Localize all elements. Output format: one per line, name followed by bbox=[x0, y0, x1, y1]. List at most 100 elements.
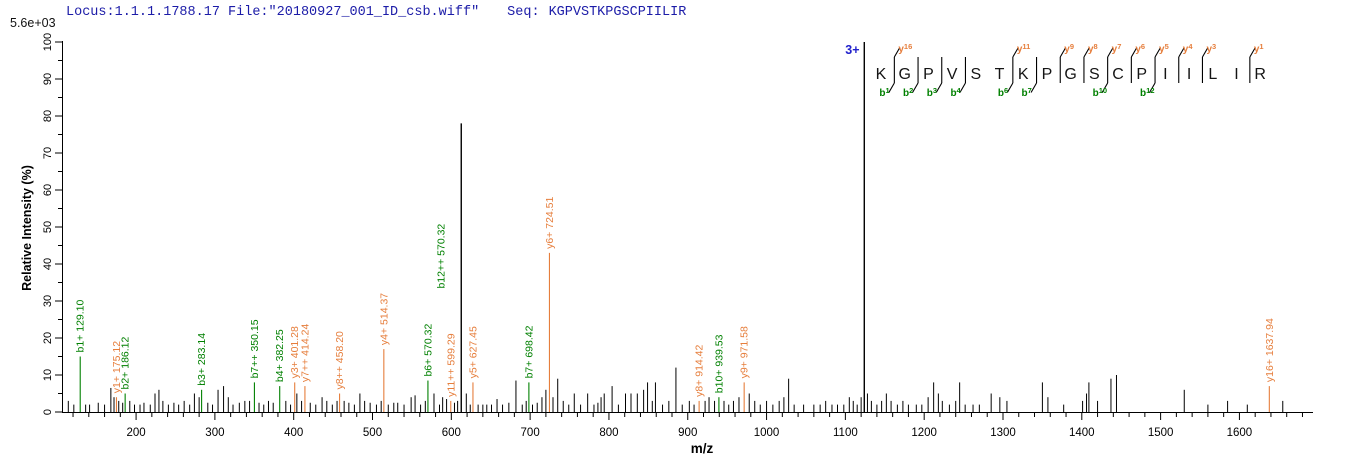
peptide-residue: I bbox=[1234, 66, 1238, 83]
b-ion-label: b2 bbox=[903, 86, 913, 99]
peptide-residue: P bbox=[923, 66, 934, 83]
peak-label: y7++ 414.24 bbox=[299, 324, 311, 383]
peptide-residue: C bbox=[1112, 66, 1124, 83]
b-cut-diagonal bbox=[1030, 82, 1038, 93]
peak-label: b4+ 382.25 bbox=[274, 329, 286, 382]
x-tick-label: 300 bbox=[205, 427, 224, 439]
peptide-residue: G bbox=[1064, 66, 1076, 83]
y-cut-diagonal bbox=[1083, 47, 1090, 58]
peptide-residue: I bbox=[1163, 66, 1167, 83]
y-cut-diagonal bbox=[893, 47, 901, 58]
header-line: Locus:1.1.1.1788.17 File:"20180927_001_I… bbox=[66, 5, 686, 20]
y-cut-diagonal bbox=[1178, 47, 1185, 58]
b-cut-diagonal bbox=[888, 82, 895, 93]
peak-label: y4+ 514.37 bbox=[378, 293, 390, 345]
peptide-residue: R bbox=[1254, 66, 1266, 83]
peak-label: y11++ 599.29 bbox=[445, 333, 457, 397]
y-ion-label: y1 bbox=[1254, 42, 1264, 55]
x-tick-label: 1300 bbox=[990, 427, 1016, 439]
b-cut-diagonal bbox=[1149, 82, 1156, 93]
x-tick-label: 1200 bbox=[911, 427, 937, 439]
y-tick-label: 70 bbox=[42, 147, 54, 159]
y-ion-label: y3 bbox=[1206, 42, 1216, 55]
x-tick-label: 900 bbox=[678, 427, 697, 439]
peak-label: y1+ 175.12 bbox=[111, 341, 123, 393]
peak-label: y16+ 1637.94 bbox=[1264, 318, 1276, 382]
peptide-residue: I bbox=[1187, 66, 1191, 83]
x-tick-label: 1500 bbox=[1148, 427, 1174, 439]
y-ion-label: y9 bbox=[1064, 42, 1074, 55]
peak-label: y5+ 627.45 bbox=[467, 326, 479, 378]
peptide-residue: G bbox=[898, 66, 910, 83]
y-cut-diagonal bbox=[1107, 47, 1114, 58]
max-intensity-label: 5.6e+03 bbox=[10, 16, 56, 30]
b-ion-label: b4 bbox=[950, 86, 961, 99]
peptide-residue: P bbox=[1136, 66, 1147, 83]
y-cut-diagonal bbox=[1201, 47, 1209, 58]
y-ion-label: y8 bbox=[1088, 42, 1098, 55]
y-ion-label: y16 bbox=[898, 42, 912, 55]
y-tick-label: 10 bbox=[42, 369, 54, 381]
peak-label: b7++ 350.15 bbox=[249, 319, 261, 378]
b-ion-label: b12 bbox=[1140, 86, 1154, 99]
peak-label: b6+ 570.32 bbox=[422, 324, 434, 377]
y-tick-label: 80 bbox=[42, 110, 54, 122]
y-tick-label: 40 bbox=[42, 258, 54, 270]
y-ion-label: y6 bbox=[1135, 42, 1145, 55]
y-tick-label: 100 bbox=[42, 33, 54, 51]
peak-label: b7+ 698.42 bbox=[523, 325, 535, 378]
peak-label: b1+ 129.10 bbox=[75, 299, 87, 352]
b-cut-diagonal bbox=[959, 82, 966, 93]
peptide-residue: K bbox=[1018, 66, 1029, 83]
y-tick-label: 60 bbox=[42, 184, 54, 196]
y-ion-label: y11 bbox=[1017, 42, 1031, 55]
y-tick-label: 30 bbox=[42, 295, 54, 307]
b-ion-label: b1 bbox=[879, 86, 889, 99]
peak-label: y9+ 971.58 bbox=[739, 326, 751, 378]
peak-label: b3+ 283.14 bbox=[196, 333, 208, 386]
peptide-residue: K bbox=[876, 66, 887, 83]
y-tick-label: 0 bbox=[42, 409, 54, 415]
peak-label: y8+ 914.42 bbox=[694, 344, 706, 396]
seq-value: KGPVSTKPGSCPIILIR bbox=[548, 5, 687, 20]
peak-label: y3+ 401.28 bbox=[289, 326, 301, 378]
peak-label: y8++ 458.20 bbox=[334, 331, 346, 390]
x-tick-label: 1400 bbox=[1069, 427, 1095, 439]
peak-label: b2+ 186.12 bbox=[120, 336, 132, 389]
peptide-residue: S bbox=[1089, 66, 1100, 83]
seq-label: Seq: bbox=[507, 5, 540, 20]
b-ion-label: b6 bbox=[998, 86, 1008, 99]
x-tick-label: 200 bbox=[126, 427, 145, 439]
peptide-residue: T bbox=[995, 66, 1005, 83]
y-tick-label: 90 bbox=[42, 73, 54, 85]
x-tick-label: 1100 bbox=[833, 427, 858, 439]
peak-label: b10+ 939.53 bbox=[713, 334, 725, 393]
locus-file-text: Locus:1.1.1.1788.17 File:"20180927_001_I… bbox=[66, 5, 480, 20]
peak-label: b12++ 570.32 bbox=[435, 224, 447, 289]
x-axis-title: m/z bbox=[690, 441, 714, 456]
peptide-residue: L bbox=[1208, 66, 1217, 83]
y-cut-diagonal bbox=[1012, 47, 1019, 58]
b-cut-diagonal bbox=[1101, 82, 1109, 93]
x-tick-label: 500 bbox=[363, 427, 382, 439]
x-tick-label: 700 bbox=[521, 427, 540, 439]
b-cut-diagonal bbox=[935, 82, 943, 93]
x-tick-label: 600 bbox=[442, 427, 461, 439]
b-cut-diagonal bbox=[1006, 82, 1014, 93]
y-tick-label: 50 bbox=[42, 221, 54, 233]
x-tick-label: 800 bbox=[599, 427, 618, 439]
y-cut-diagonal bbox=[1059, 47, 1067, 58]
x-tick-label: 1000 bbox=[754, 427, 780, 439]
y-ion-label: y7 bbox=[1112, 42, 1122, 55]
y-cut-diagonal bbox=[1154, 47, 1162, 58]
y-ion-label: y4 bbox=[1183, 42, 1194, 55]
x-tick-label: 1600 bbox=[1227, 427, 1253, 439]
peptide-residue: P bbox=[1042, 66, 1053, 83]
y-ion-label: y5 bbox=[1159, 42, 1169, 55]
y-cut-diagonal bbox=[1249, 47, 1256, 58]
x-tick-label: 400 bbox=[284, 427, 303, 439]
b-ion-label: b3 bbox=[927, 86, 937, 99]
b-cut-diagonal bbox=[912, 82, 919, 93]
